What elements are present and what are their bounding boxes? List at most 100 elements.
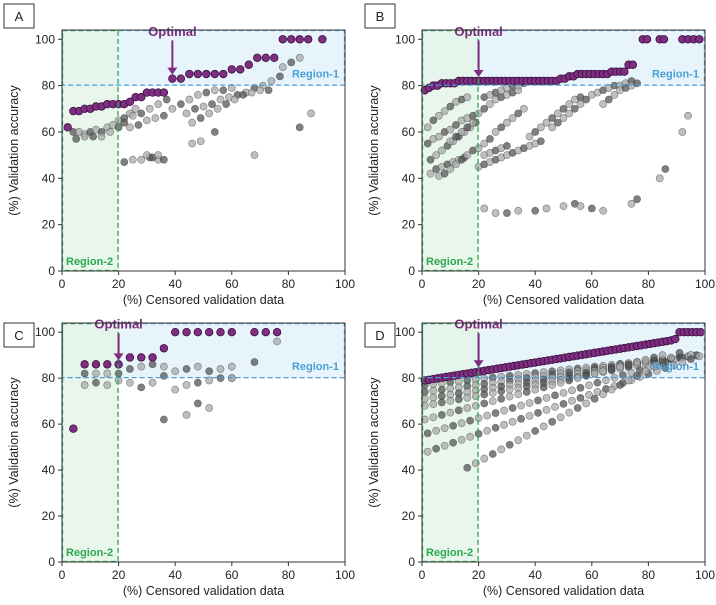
data-point bbox=[278, 63, 287, 71]
data-point bbox=[208, 100, 216, 109]
data-point bbox=[423, 139, 432, 148]
data-point bbox=[210, 128, 219, 136]
data-point bbox=[548, 114, 557, 122]
data-point bbox=[599, 206, 608, 215]
data-point bbox=[188, 118, 197, 127]
data-point bbox=[505, 440, 514, 449]
data-point bbox=[556, 378, 565, 387]
optimal-point bbox=[671, 334, 680, 344]
data-point bbox=[483, 411, 491, 420]
y-tick-label: 40 bbox=[402, 171, 416, 185]
data-point bbox=[607, 365, 616, 373]
data-point bbox=[142, 116, 151, 125]
data-point bbox=[531, 206, 540, 215]
y-tick-label: 60 bbox=[402, 417, 416, 431]
data-point bbox=[256, 86, 264, 95]
data-point bbox=[92, 378, 100, 387]
x-tick-label: 100 bbox=[695, 568, 715, 582]
data-point bbox=[531, 427, 540, 435]
data-point bbox=[196, 137, 205, 146]
data-point bbox=[661, 165, 670, 173]
data-point bbox=[497, 387, 506, 396]
optimal-arrow-head bbox=[113, 353, 124, 361]
data-point bbox=[437, 398, 446, 407]
data-point bbox=[216, 365, 225, 373]
region-2-area bbox=[62, 30, 119, 271]
y-axis-label: (%) Validation accuracy bbox=[7, 377, 21, 508]
data-point bbox=[559, 388, 568, 397]
region-1-label: Region-1 bbox=[652, 69, 699, 81]
data-point bbox=[432, 444, 441, 453]
data-point bbox=[695, 352, 704, 360]
optimal-point bbox=[210, 69, 220, 79]
y-tick-label: 0 bbox=[48, 555, 55, 569]
data-point bbox=[678, 358, 687, 366]
optimal-point bbox=[159, 344, 169, 353]
data-point bbox=[480, 454, 489, 463]
data-point bbox=[593, 378, 602, 387]
data-point bbox=[539, 383, 548, 392]
optimal-point bbox=[125, 97, 135, 107]
data-point bbox=[452, 160, 460, 169]
panel-label: D bbox=[375, 328, 384, 343]
data-point bbox=[432, 426, 441, 435]
y-tick-label: 20 bbox=[402, 509, 416, 523]
x-tick-label: 80 bbox=[642, 277, 656, 291]
x-tick-label: 40 bbox=[529, 568, 543, 582]
y-axis-label: (%) Validation accuracy bbox=[367, 377, 381, 508]
data-point bbox=[182, 381, 191, 389]
data-point bbox=[582, 95, 591, 104]
data-point bbox=[426, 155, 435, 164]
data-point bbox=[205, 367, 214, 376]
data-point bbox=[684, 111, 692, 120]
data-point bbox=[641, 355, 650, 364]
data-point bbox=[488, 450, 497, 458]
data-point bbox=[486, 135, 494, 143]
y-tick-label: 20 bbox=[42, 509, 56, 523]
data-point bbox=[213, 104, 222, 113]
data-point bbox=[633, 79, 641, 88]
optimal-arrow-head bbox=[473, 69, 484, 77]
data-point bbox=[429, 400, 438, 409]
data-point bbox=[576, 202, 585, 211]
data-point bbox=[650, 362, 658, 371]
data-point bbox=[483, 426, 491, 435]
data-point bbox=[553, 118, 562, 127]
optimal-point bbox=[176, 74, 186, 83]
x-axis-label: (%) Censored validation data bbox=[483, 293, 644, 307]
data-point bbox=[568, 397, 576, 405]
region-2-label: Region-2 bbox=[66, 256, 113, 268]
data-point bbox=[137, 362, 146, 371]
panel-label: B bbox=[376, 9, 385, 24]
optimal-arrow-head bbox=[167, 67, 178, 75]
panel-b: B Region-1 Region-2 Optimal 0 20 40 60 80 100 0 20 4… bbox=[364, 3, 715, 307]
data-point bbox=[551, 402, 559, 411]
y-tick-label: 100 bbox=[395, 325, 415, 339]
data-point bbox=[502, 141, 511, 150]
data-point bbox=[599, 367, 608, 376]
data-point bbox=[565, 100, 574, 109]
optimal-point bbox=[182, 327, 191, 337]
optimal-point bbox=[227, 65, 236, 74]
data-point bbox=[466, 416, 475, 425]
data-point bbox=[480, 104, 489, 113]
data-point bbox=[585, 381, 593, 390]
x-tick-label: 0 bbox=[419, 277, 426, 291]
x-tick-label: 60 bbox=[225, 277, 239, 291]
data-point bbox=[491, 209, 500, 217]
x-tick-label: 80 bbox=[282, 568, 296, 582]
data-point bbox=[72, 135, 81, 143]
data-point bbox=[145, 104, 154, 113]
data-point bbox=[633, 358, 641, 366]
data-point bbox=[686, 355, 695, 363]
data-point bbox=[440, 169, 449, 178]
data-point bbox=[126, 365, 134, 373]
data-point bbox=[508, 114, 517, 122]
optimal-point bbox=[204, 327, 214, 337]
data-point bbox=[131, 104, 140, 113]
optimal-point bbox=[287, 35, 296, 44]
y-tick-label: 60 bbox=[402, 125, 416, 139]
data-point bbox=[531, 385, 540, 394]
data-point bbox=[508, 417, 517, 426]
data-point bbox=[159, 155, 168, 164]
